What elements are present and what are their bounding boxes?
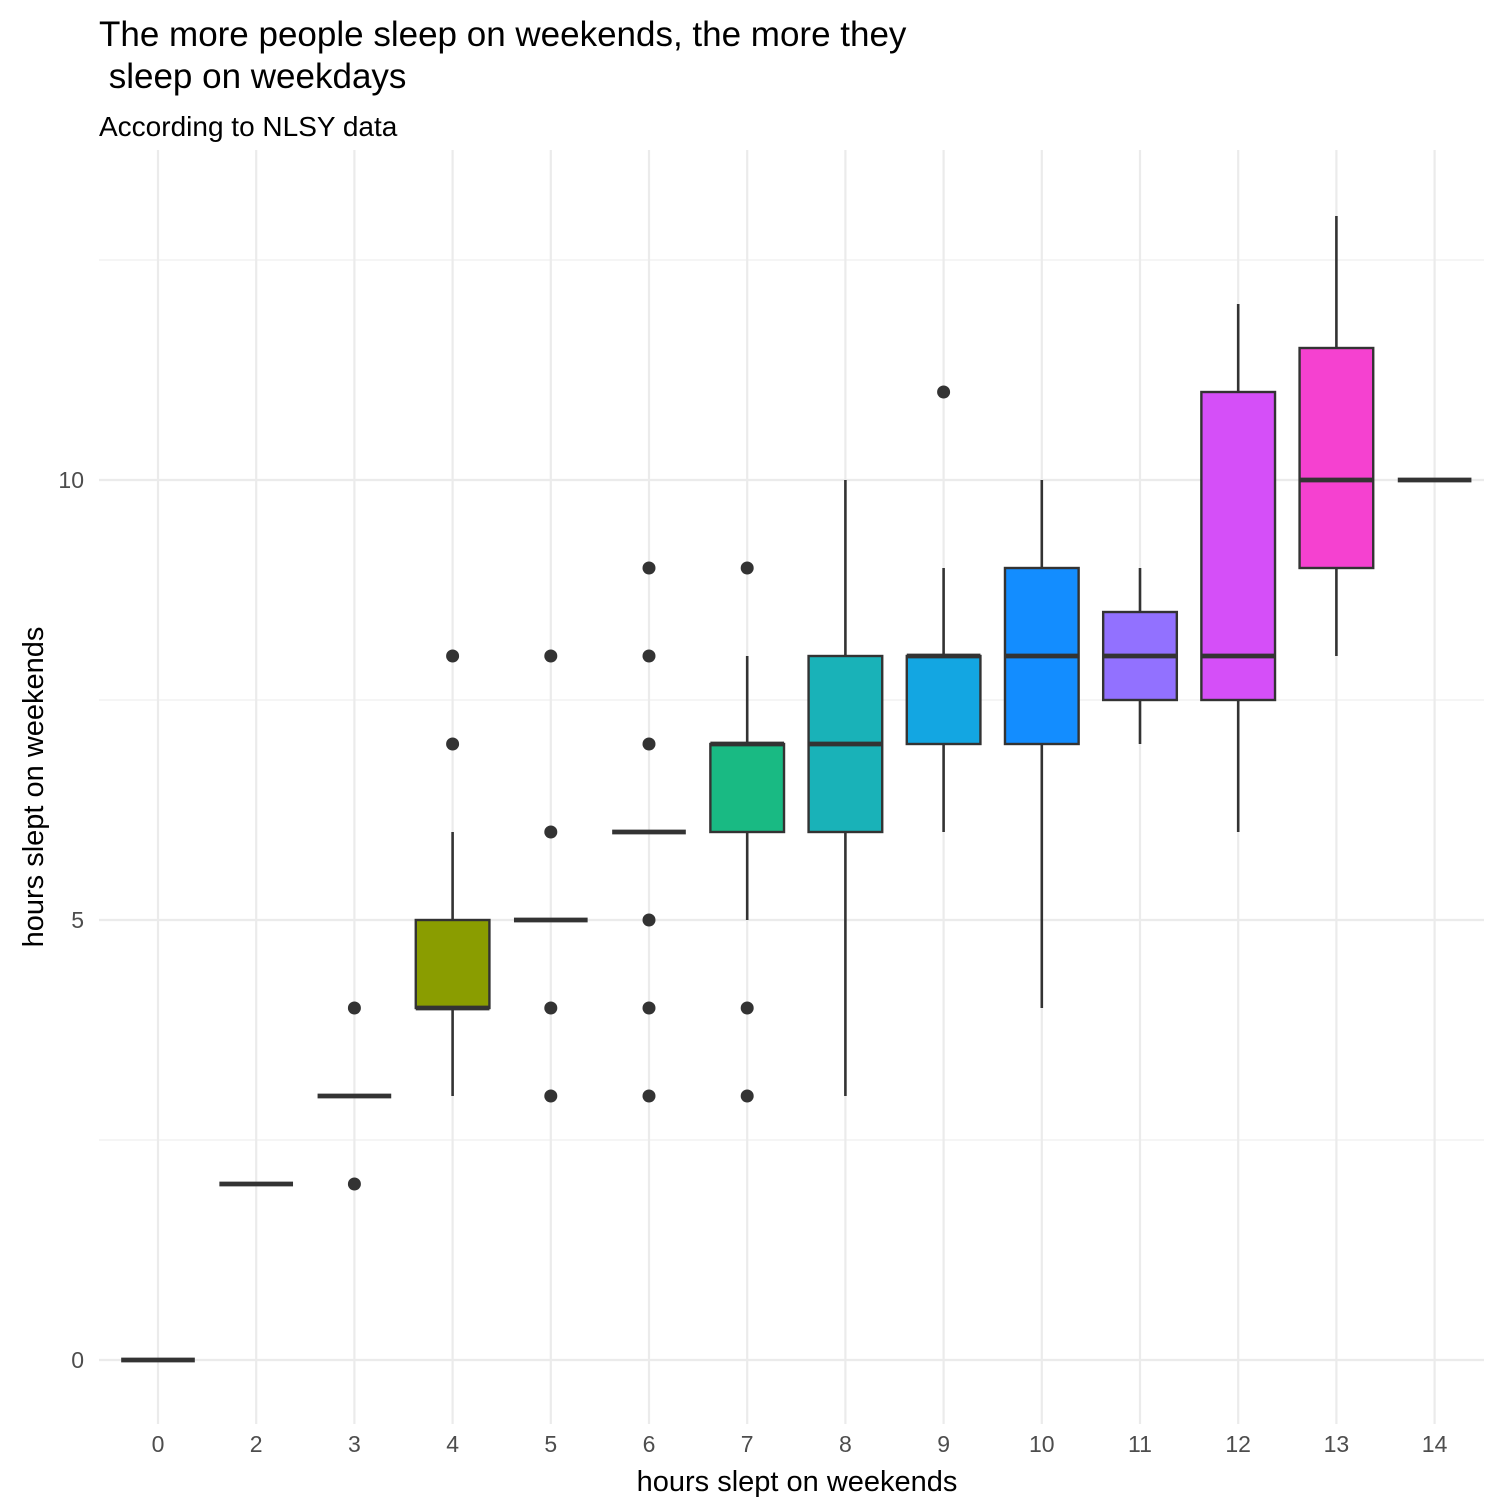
outlier-point	[937, 385, 951, 399]
x-tick-label: 5	[544, 1431, 557, 1457]
chart-title-line-1: The more people sleep on weekends, the m…	[99, 15, 907, 54]
box-3	[317, 1001, 392, 1191]
x-tick-label: 2	[250, 1431, 263, 1457]
y-tick-label: 5	[71, 907, 84, 933]
x-axis-ticks: 0 2 3 4 5 6 7 8 9 10 11 12 13 14	[152, 1431, 1448, 1457]
outlier-point	[642, 649, 656, 663]
box-9	[905, 385, 982, 832]
outlier-point	[740, 1089, 754, 1103]
x-axis-title: hours slept on weekends	[637, 1466, 958, 1498]
x-tick-label: 14	[1422, 1431, 1448, 1457]
box-12	[1200, 304, 1277, 832]
outlier-point	[740, 1001, 754, 1015]
outlier-point	[642, 1001, 656, 1015]
box-8	[807, 480, 884, 1096]
outlier-point	[446, 737, 460, 751]
x-tick-label: 7	[741, 1431, 754, 1457]
box-iqr	[414, 918, 491, 1010]
x-tick-label: 8	[839, 1431, 852, 1457]
x-tick-label: 4	[446, 1431, 459, 1457]
box-iqr	[1200, 390, 1277, 702]
box-iqr	[709, 742, 786, 834]
outlier-point	[642, 913, 656, 927]
outlier-point	[544, 825, 558, 839]
x-tick-label: 6	[643, 1431, 656, 1457]
outlier-point	[642, 737, 656, 751]
outlier-point	[347, 1001, 361, 1015]
outlier-point	[544, 649, 558, 663]
x-tick-label: 0	[152, 1431, 165, 1457]
x-tick-label: 3	[348, 1431, 361, 1457]
outlier-point	[642, 1089, 656, 1103]
y-axis-ticks: 0 5 10	[58, 467, 84, 1373]
grid	[99, 150, 1484, 1424]
outlier-point	[347, 1177, 361, 1191]
x-tick-label: 10	[1029, 1431, 1055, 1457]
box-11	[1101, 568, 1179, 744]
y-tick-label: 0	[71, 1347, 84, 1373]
outlier-point	[446, 649, 460, 663]
box-7	[709, 561, 786, 1103]
x-tick-label: 12	[1225, 1431, 1251, 1457]
boxplots	[121, 216, 1472, 1363]
x-tick-label: 13	[1324, 1431, 1350, 1457]
box-iqr	[905, 654, 982, 746]
box-10	[1003, 480, 1080, 1008]
box-5	[513, 649, 588, 1103]
box-13	[1298, 216, 1375, 656]
y-tick-label: 10	[58, 467, 84, 493]
box-iqr	[1298, 346, 1375, 570]
x-tick-label: 9	[937, 1431, 950, 1457]
x-tick-label: 11	[1128, 1431, 1152, 1457]
outlier-point	[740, 561, 754, 575]
chart-subtitle: According to NLSY data	[99, 111, 398, 142]
box-4	[414, 649, 491, 1096]
outlier-point	[544, 1001, 558, 1015]
chart-title-line-2: sleep on weekdays	[99, 57, 406, 96]
outlier-point	[642, 561, 656, 575]
y-axis-title: hours slept on weekends	[18, 627, 50, 948]
outlier-point	[544, 1089, 558, 1103]
box-6	[612, 561, 686, 1103]
